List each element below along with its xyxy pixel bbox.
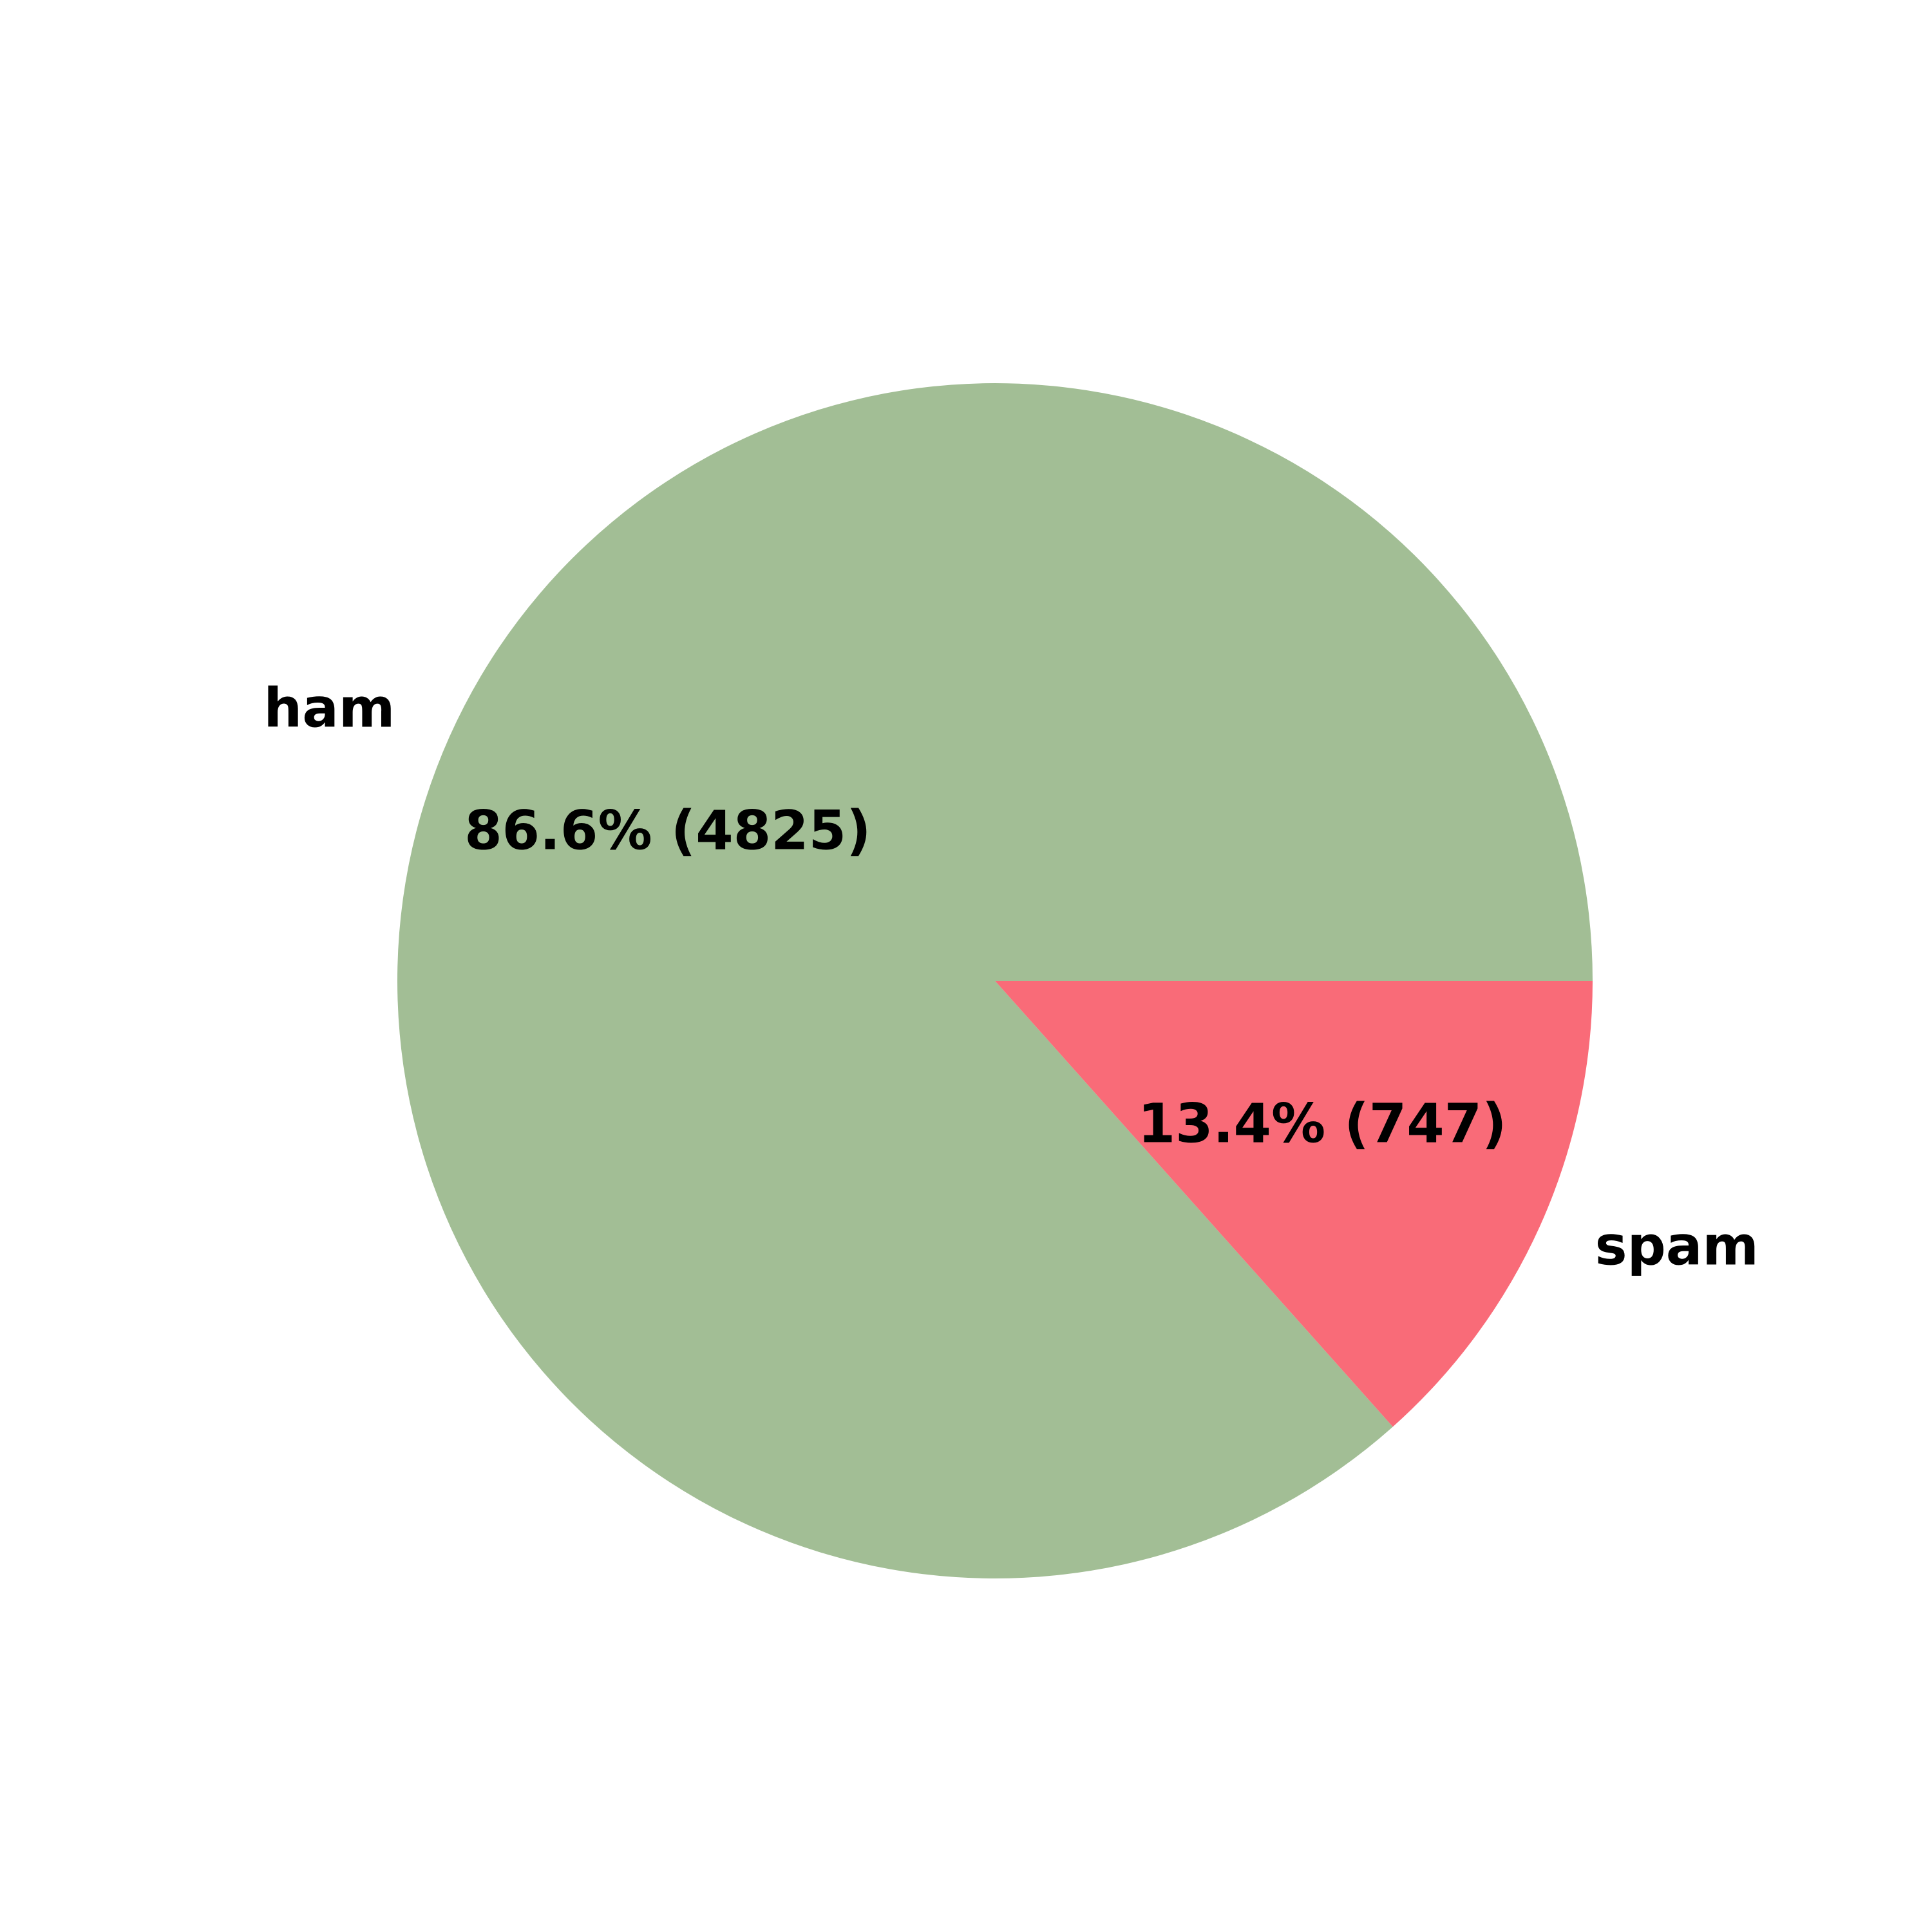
percent-label-ham: 86.6% (4825) [464,799,871,862]
slice-label-spam: spam [1595,1214,1759,1277]
percent-label-spam: 13.4% (747) [1138,1092,1507,1155]
slice-label-ham: ham [263,677,395,740]
slices-layer [397,383,1593,1579]
labels-layer: ham 86.6% (4825) spam 13.4% (747) [263,677,1759,1278]
pie-slice-spam [995,981,1593,1427]
